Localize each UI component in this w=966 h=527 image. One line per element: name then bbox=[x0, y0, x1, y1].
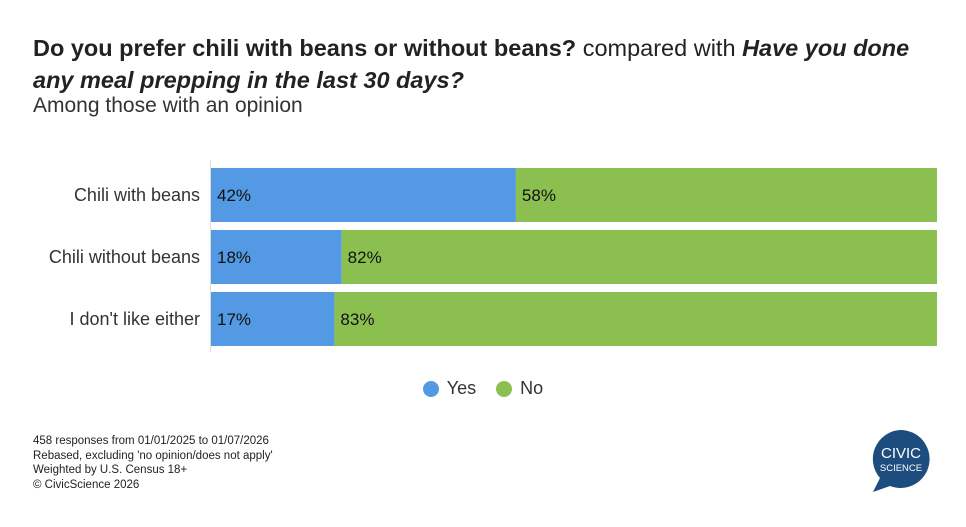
title-connector: compared with bbox=[576, 35, 743, 61]
title-question-1: Do you prefer chili with beans or withou… bbox=[33, 35, 577, 61]
legend: Yes No bbox=[0, 378, 966, 399]
title-question-2: Have you done any meal prepping in the l… bbox=[33, 35, 910, 93]
legend-item-yes[interactable]: Yes bbox=[422, 378, 477, 399]
logo-text-civic: CIVIC bbox=[881, 445, 921, 462]
value-label-yes-chili-without-beans: 18% bbox=[217, 248, 251, 267]
civicscience-logo: CIVIC SCIENCE bbox=[872, 429, 930, 492]
logo-text-science: SCIENCE bbox=[880, 463, 922, 474]
category-label-chili-without-beans: Chili without beans bbox=[49, 247, 200, 267]
chart-title: Do you prefer chili with beans or withou… bbox=[33, 32, 933, 96]
category-label-i-don-t-like-either: I don't like either bbox=[69, 309, 200, 329]
chart-subtitle: Among those with an opinion bbox=[33, 94, 303, 117]
value-label-no-chili-without-beans: 82% bbox=[348, 248, 382, 267]
value-label-yes-i-don-t-like-either: 17% bbox=[217, 310, 251, 329]
footnote-weighted: Weighted by U.S. Census 18+ bbox=[33, 464, 188, 476]
bar-no-i-don-t-like-either[interactable] bbox=[334, 292, 937, 346]
value-label-no-chili-with-beans: 58% bbox=[522, 186, 556, 205]
bar-yes-chili-without-beans[interactable] bbox=[211, 230, 342, 284]
footnotes: 458 responses from 01/01/2025 to 01/07/2… bbox=[33, 434, 273, 492]
legend-marker-yes bbox=[422, 380, 439, 397]
footnote-copyright: © CivicScience 2026 bbox=[33, 478, 140, 491]
value-label-yes-chili-with-beans: 42% bbox=[217, 186, 251, 205]
legend-marker-no bbox=[496, 380, 513, 397]
category-label-chili-with-beans: Chili with beans bbox=[74, 185, 200, 205]
legend-label-no: No bbox=[520, 378, 544, 398]
footnote-rebased: Rebased, excluding 'no opinion/does not … bbox=[33, 449, 273, 462]
bar-chart: Chili with beans 42% 58% Chili without bean… bbox=[49, 160, 937, 352]
footnote-responses: 458 responses from 01/01/2025 to 01/07/2… bbox=[33, 435, 269, 447]
legend-item-no[interactable]: No bbox=[496, 378, 543, 399]
bar-no-chili-without-beans[interactable] bbox=[341, 230, 937, 284]
legend-label-yes: Yes bbox=[446, 378, 477, 398]
value-label-no-i-don-t-like-either: 83% bbox=[340, 310, 374, 329]
bar-yes-i-don-t-like-either[interactable] bbox=[211, 292, 335, 346]
bar-no-chili-with-beans[interactable] bbox=[515, 168, 937, 222]
bar-yes-chili-with-beans[interactable] bbox=[211, 168, 516, 222]
